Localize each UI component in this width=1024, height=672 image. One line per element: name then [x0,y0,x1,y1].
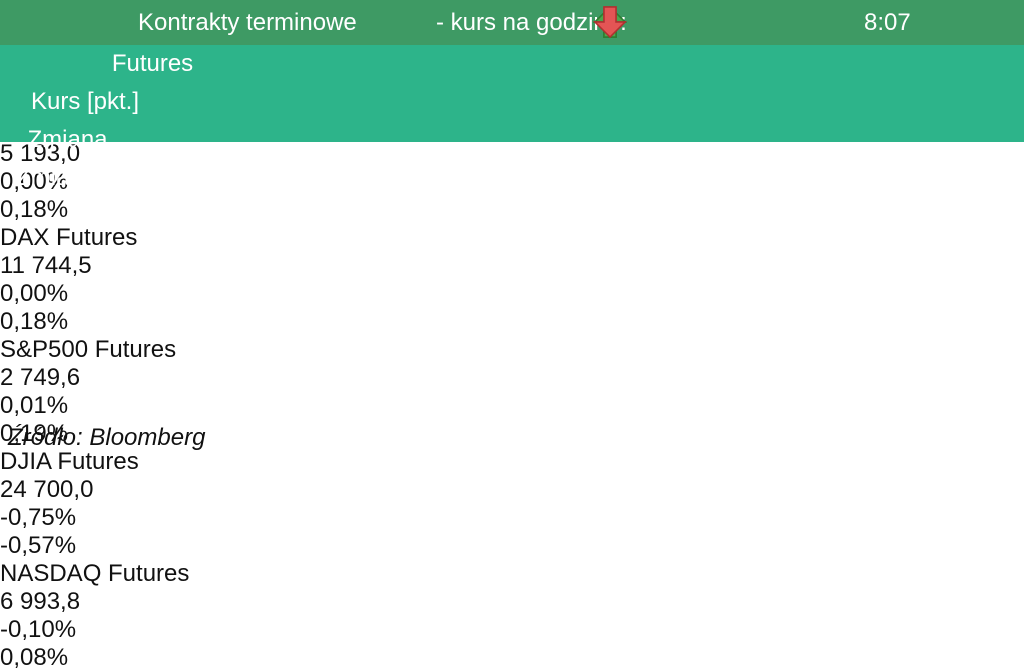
table-cell: NASDAQ Futures [0,560,190,587]
column-header: Futures [111,50,194,77]
table-cell: 6 993,8 [0,588,81,615]
source: Źródło: Bloomberg [8,424,206,451]
table-cell: S&P500 Futures [0,336,177,363]
table-cell: 0,01% [0,392,69,419]
table-cell: -0,57% [0,532,77,559]
table-header: Futures Kurs [pkt.] Zmiana Zmiana relatywna… [0,45,1024,229]
table-cell: 24 700,0 [0,476,94,503]
title-bar: Kontrakty terminowe - kurs na godzinę: 8… [0,0,1024,45]
table-cell: 0,00% [0,280,69,307]
table-cell: -0,10% [0,616,77,643]
table-cell: 11 744,5 [0,252,92,279]
table-cell: 0,18% [0,308,69,335]
column-header: Zmiana [27,126,108,153]
table-cell: 5 193,0 [0,140,81,167]
table-cell: 0,18% [0,196,69,223]
table-row: DJIA Futures 24 700,0 -0,75% -0,57% [0,6,1024,560]
arrow-down [593,6,627,39]
arrow-shape [593,6,627,39]
table-row: NASDAQ Futures 6 993,8 -0,10% 0,08% [0,6,1024,672]
table-cell: 0,08% [0,644,69,671]
time: 8:07 [864,9,911,36]
table-cell: 0,00% [0,168,69,195]
table-row: S&P500 Futures 2 749,6 0,01% 0,19% [0,5,1024,448]
table-cell: DAX Futures [0,224,138,251]
table-cell: 2 749,6 [0,364,81,391]
column-header: Kurs [pkt.] [30,88,140,115]
table-row: DAX Futures 11 744,5 0,00% 0,18% [0,5,1024,336]
table-cell: 0,19% [0,420,69,447]
title: Kontrakty terminowe [138,9,357,36]
table-cell: DJIA Futures [0,448,139,475]
column-header: Zmiana relatywna do fWIG20 [16,164,239,229]
table-cell: -0,75% [0,504,77,531]
